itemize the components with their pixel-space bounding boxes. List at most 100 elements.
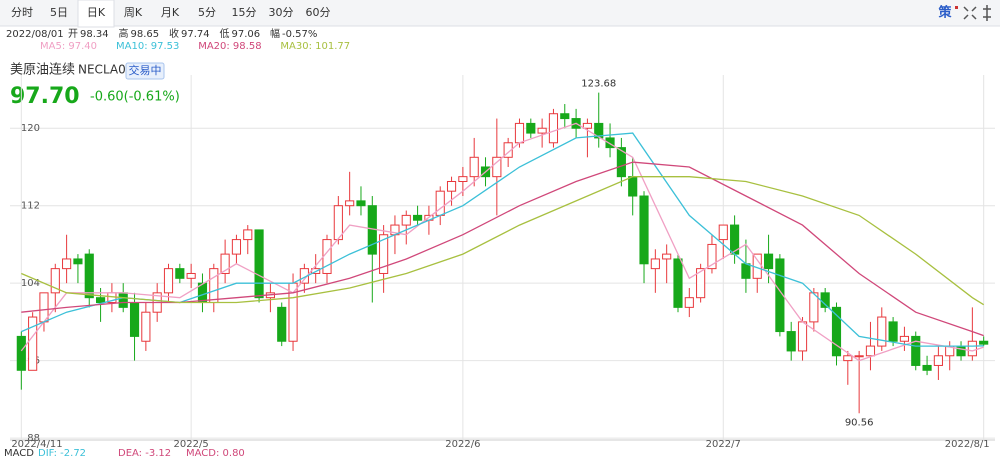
info-date: 2022/08/01 [6,29,64,40]
candle-body [220,253,230,274]
candle-body [435,190,445,216]
icon-dot [955,6,958,9]
candle-body [639,195,649,265]
macd-value: MACD: 0.80 [186,448,245,459]
info-key: 幅 [270,27,280,40]
info-key: 收 [169,27,179,40]
candle-body [469,156,479,178]
info-key: 低 [220,27,230,40]
tab[interactable]: 60分 [306,6,331,19]
info-value: 97.06 [232,29,261,40]
info-value: 97.74 [181,29,210,40]
candle-body [594,122,604,139]
tools: 策 [938,5,991,21]
x-tick-label: 2022/5 [174,439,209,450]
candle-body [209,268,219,304]
candle-body [865,345,876,357]
tab-bar [0,0,1000,26]
tab[interactable]: 日K [87,6,106,19]
candle-body [446,180,457,192]
info-value: 98.65 [131,29,160,40]
macd-dea: DEA: -3.12 [118,448,171,459]
candle-body [877,316,887,347]
info-value: 98.34 [80,29,109,40]
candle-body [492,156,502,178]
tab[interactable]: 15分 [232,6,257,19]
ma-line [20,122,984,362]
tab[interactable]: 5日 [50,6,68,19]
candle-body [662,253,672,260]
candle-body [28,316,38,371]
candle-body [956,345,966,357]
candle-body [616,147,626,178]
candle-body [413,214,423,221]
candle-body [696,268,706,299]
candle-body [141,311,151,342]
settings-icon[interactable] [983,5,991,21]
candle-body [775,258,785,333]
status-badge [125,62,165,80]
candle-body [458,176,468,182]
x-tick-label: 2022/8/1 [945,439,990,450]
candle-body [763,253,774,270]
info-value: -0.57% [282,29,317,40]
candle-body [582,122,592,129]
tab[interactable]: 月K [161,6,180,19]
candle-body [118,292,128,308]
candle-body [277,306,287,342]
macd-title: MACD [4,448,34,459]
legend-entry: MA5: 97.40 [40,41,97,52]
tab-selected [77,0,115,28]
candle-body [707,243,717,270]
strategy-icon[interactable]: 策 [938,5,952,21]
candle-body [741,263,751,279]
legend-entry: MA20: 98.58 [198,41,261,52]
candle-body [718,224,728,241]
candle-body [345,200,355,207]
ma-line [21,176,985,306]
candle-body [809,292,819,323]
candle-body [73,258,83,265]
candle-body [537,127,547,134]
candle-body [911,335,921,366]
candle-body [243,229,253,241]
macd-dif: DIF: -2.72 [38,448,86,459]
info-key: 开 [68,29,78,40]
candle-body [163,268,174,294]
tab[interactable]: 周K [124,6,143,19]
candle-body [95,297,106,304]
candle-body [514,122,525,144]
candle-body [129,302,140,337]
x-tick-label: 2022/7 [706,439,741,450]
annotation: 90.56 [845,417,874,428]
candle-body [650,258,660,270]
annotation: 123.68 [581,79,616,90]
candle-body [231,239,242,255]
candle-body [854,355,864,358]
fullscreen-icon[interactable] [963,6,977,20]
tab[interactable]: 30分 [269,6,294,19]
candle-body [526,122,536,134]
quote-name: 美原油连续 [10,62,75,78]
candle-body [560,113,570,120]
y-tick-label: 104 [21,278,40,289]
x-tick-label: 2022/4/11 [11,439,62,450]
candle-body [899,335,910,342]
candle-body [175,268,185,279]
x-tick-label: 2022/6 [445,439,480,450]
tab[interactable]: 分时 [11,6,33,19]
candle-body [673,258,683,308]
y-tick-label: 120 [21,123,40,134]
info-key: 高 [119,27,129,40]
candle-body [605,137,615,149]
legend-entry: MA30: 101.77 [280,41,350,52]
y-tick-label: 112 [21,201,40,212]
candle-body [922,364,932,371]
candle-body [401,214,411,226]
candle-body [186,272,196,279]
tab[interactable]: 5分 [198,6,216,19]
candle-body [16,335,26,371]
legend-entry: MA10: 97.53 [116,41,179,52]
